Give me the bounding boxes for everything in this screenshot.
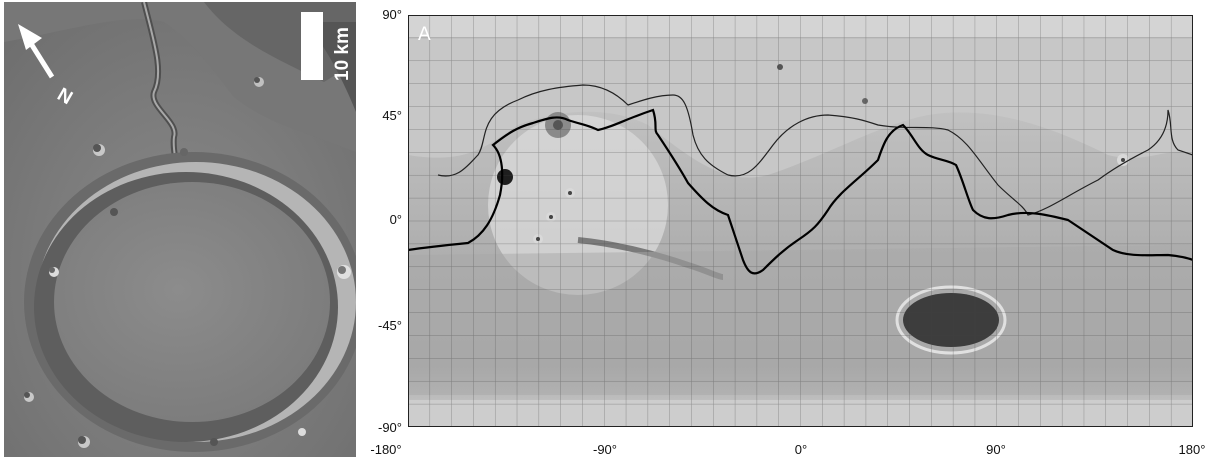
scale-bar xyxy=(301,12,323,80)
y-tick-label: 45° xyxy=(382,108,402,123)
crater-image-svg: N 10 km xyxy=(4,2,356,457)
map-grid xyxy=(408,15,1193,427)
y-tick-label: -45° xyxy=(378,318,402,333)
x-tick-label: -180° xyxy=(370,442,402,457)
global-map-svg: A xyxy=(408,15,1193,427)
north-arrow-icon xyxy=(18,24,55,79)
y-tick-label: -90° xyxy=(378,420,402,435)
global-map: A xyxy=(408,15,1193,427)
x-tick-label: 90° xyxy=(986,442,1006,457)
x-tick-label: 0° xyxy=(794,442,808,457)
scale-label: 10 km xyxy=(332,27,353,81)
x-tick-label: -90° xyxy=(593,442,617,457)
y-tick-label: 90° xyxy=(382,7,402,22)
x-tick-label: 180° xyxy=(1178,442,1206,457)
crater-image: N 10 km xyxy=(4,2,356,457)
y-tick-label: 0° xyxy=(389,212,402,227)
panel-label: A xyxy=(418,24,431,45)
